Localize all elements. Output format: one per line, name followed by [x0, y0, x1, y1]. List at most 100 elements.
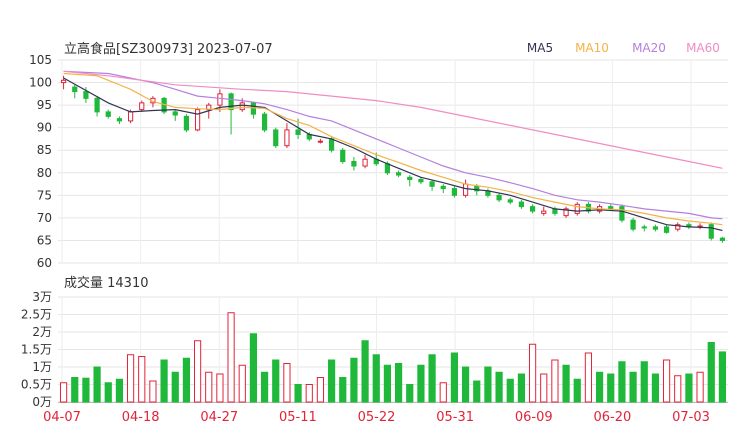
volume-bars [59, 312, 727, 403]
candle-up [60, 79, 67, 84]
volume-bar [450, 352, 459, 403]
candle-up [675, 224, 681, 230]
candle-down [663, 226, 670, 233]
price-tick-label: 60 [37, 256, 52, 270]
price-tick-label: 65 [37, 233, 52, 247]
legend-ma60: MA60 [686, 41, 720, 55]
price-y-axis: 105 100 95 90 85 80 75 70 65 60 [29, 53, 52, 270]
volume-tick-label: 3万 [32, 290, 52, 304]
volume-tick-label: 0.5万 [21, 378, 52, 392]
price-tick-label: 75 [37, 188, 52, 202]
candle-down [273, 129, 279, 147]
legend-ma10: MA10 [575, 41, 609, 55]
legend-ma20: MA20 [632, 41, 666, 55]
candle-down [328, 138, 335, 151]
date-tick-label: 05-11 [279, 410, 317, 425]
volume-bar [595, 371, 604, 403]
volume-bar [718, 351, 727, 403]
date-tick-label: 05-31 [436, 410, 474, 425]
volume-bar [126, 354, 135, 403]
candle-down [72, 86, 78, 93]
price-tick-label: 85 [37, 143, 52, 157]
candle-down [172, 111, 178, 116]
volume-bar [104, 382, 112, 403]
volume-bar [361, 340, 369, 403]
candle-up [284, 129, 290, 147]
candle-down [429, 181, 435, 187]
candle-up [139, 102, 145, 111]
candle-down [83, 91, 89, 99]
candle-down [474, 185, 480, 192]
volume-bar [283, 363, 291, 403]
candle-down [351, 161, 357, 167]
volume-y-axis: 3万 2.5万 2万 1.5万 1万 0.5万 0万 [21, 290, 52, 409]
candle-down [451, 188, 458, 196]
candle-up [563, 208, 569, 217]
volume-bar [406, 384, 414, 403]
volume-bar [551, 359, 559, 403]
volume-bar [193, 340, 202, 403]
volume-bar [629, 371, 637, 403]
volume-bar [417, 364, 425, 403]
volume-bar [383, 364, 392, 403]
moving-average-lines [63, 70, 723, 232]
volume-bar [249, 333, 258, 403]
candles [60, 75, 726, 243]
volume-bar [327, 359, 336, 403]
candle-up [541, 210, 547, 214]
ma-line-ma60 [63, 70, 723, 169]
date-tick-label: 04-07 [43, 410, 81, 425]
legend: MA5 MA10 MA20 MA60 [527, 41, 720, 55]
volume-bar [506, 378, 514, 403]
volume-bar [540, 373, 548, 403]
candle-up [217, 93, 223, 106]
volume-bar [82, 377, 90, 403]
volume-bar [227, 312, 235, 403]
candle-down [719, 237, 726, 241]
candle-up [317, 140, 324, 143]
volume-bar [171, 371, 179, 403]
candle-up [194, 109, 201, 131]
volume-bar [115, 378, 124, 403]
volume-bar [495, 371, 503, 403]
volume-bar [182, 357, 191, 403]
volume-tick-label: 1万 [32, 360, 52, 374]
date-tick-label: 06-09 [515, 410, 553, 425]
volume-bar [562, 364, 570, 403]
volume-bar [607, 373, 615, 403]
volume-bar [640, 361, 648, 403]
volume-bar [651, 373, 660, 403]
date-tick-label: 06-20 [593, 410, 631, 425]
candle-up [362, 158, 368, 167]
candle-down [228, 93, 234, 111]
ma-line-ma20 [63, 70, 723, 220]
price-tick-label: 90 [37, 121, 52, 135]
candle-down [440, 185, 446, 190]
volume-bar [272, 359, 280, 403]
volume-bar [305, 384, 313, 403]
volume-tick-label: 2万 [32, 325, 52, 339]
volume-tick-label: 1.5万 [21, 343, 52, 357]
volume-bar [216, 373, 224, 403]
price-chart-title: 立高食品[SZ300973] 2023-07-07 [64, 41, 273, 57]
candle-down [608, 206, 614, 210]
volume-bar [71, 377, 79, 403]
volume-bar [372, 354, 380, 403]
volume-bar [707, 342, 715, 403]
volume-chart-title: 成交量 14310 [64, 275, 149, 291]
volume-bar [685, 373, 693, 403]
candle-up [127, 111, 134, 122]
volume-bar [618, 361, 626, 403]
volume-bar [394, 363, 403, 403]
candle-down [407, 176, 413, 181]
volume-bar [461, 366, 470, 403]
volume-bar [350, 357, 358, 403]
volume-bar [573, 378, 581, 403]
volume-bar [662, 359, 671, 403]
candle-down [652, 226, 659, 230]
candle-down [708, 224, 714, 239]
volume-bar [238, 364, 246, 403]
candle-up [239, 102, 245, 111]
price-tick-label: 80 [37, 166, 52, 180]
candle-down [496, 194, 502, 201]
